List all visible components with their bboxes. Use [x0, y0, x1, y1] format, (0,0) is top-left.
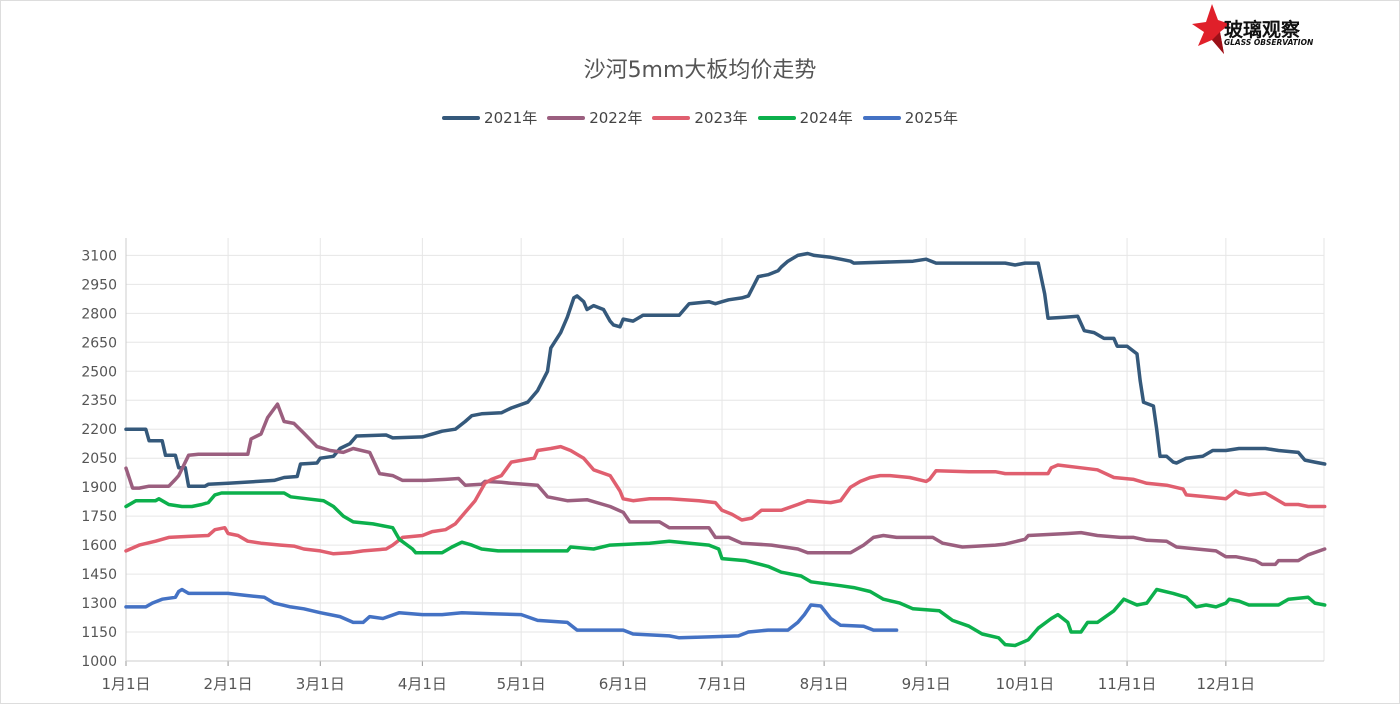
x-tick-label: 4月1日 — [398, 675, 447, 693]
y-tick-label: 2950 — [81, 277, 117, 293]
legend-swatch — [862, 115, 901, 120]
legend-swatch — [442, 115, 481, 120]
x-tick-label: 12月1日 — [1197, 675, 1256, 693]
x-tick-label: 2月1日 — [204, 675, 253, 693]
series-line-2022 — [124, 402, 1327, 567]
legend-label: 2024年 — [799, 109, 853, 127]
legend-swatch — [652, 115, 691, 120]
legend-swatch — [547, 115, 586, 120]
y-tick-label: 2650 — [81, 335, 117, 351]
legend: 2021年 2022年 2023年 2024年 2025年 — [0, 107, 1400, 128]
chart-title: 沙河5mm大板均价走势 — [583, 58, 817, 83]
y-tick-label: 1150 — [81, 625, 117, 641]
legend-item[interactable]: 2022年 — [547, 107, 642, 128]
legend-label: 2025年 — [904, 109, 958, 127]
legend-item[interactable]: 2024年 — [757, 107, 853, 128]
legend-item[interactable]: 2021年 — [442, 107, 537, 128]
legend-item[interactable]: 2023年 — [652, 107, 748, 128]
x-tick-label: 5月1日 — [497, 675, 546, 693]
x-tick-label: 10月1日 — [996, 675, 1055, 693]
x-tick-label: 1月1日 — [101, 675, 150, 693]
y-tick-label: 1450 — [81, 567, 117, 583]
y-tick-label: 1300 — [81, 596, 117, 612]
series-line-2023 — [124, 444, 1327, 556]
y-tick-label: 2050 — [81, 451, 117, 467]
x-tick-label: 8月1日 — [800, 675, 849, 693]
y-tick-label: 2500 — [81, 364, 117, 380]
y-tick-label: 3100 — [81, 248, 117, 264]
y-tick-label: 1900 — [81, 480, 117, 496]
legend-label: 2023年 — [694, 109, 748, 127]
y-tick-label: 1000 — [81, 654, 117, 670]
glass-observation-logo: 玻璃观察 GLASS OBSERVATION — [1190, 2, 1340, 58]
y-tick-label: 2800 — [81, 306, 117, 322]
legend-label: 2022年 — [589, 109, 643, 127]
series-line-2025 — [124, 587, 899, 640]
x-tick-label: 3月1日 — [296, 675, 345, 693]
svg-text:GLASS OBSERVATION: GLASS OBSERVATION — [1224, 38, 1314, 47]
x-tick-label: 11月1日 — [1098, 675, 1157, 693]
y-tick-label: 1750 — [81, 509, 117, 525]
legend-item[interactable]: 2025年 — [862, 107, 958, 128]
x-tick-label: 6月1日 — [599, 675, 648, 693]
legend-label: 2021年 — [484, 109, 538, 127]
series-line-2021 — [124, 251, 1327, 488]
legend-swatch — [757, 115, 796, 120]
y-tick-label: 2200 — [81, 422, 117, 438]
series-line-2024 — [124, 491, 1327, 648]
x-tick-label: 9月1日 — [902, 675, 951, 693]
x-tick-label: 7月1日 — [697, 675, 746, 693]
y-tick-label: 1600 — [81, 538, 117, 554]
svg-text:玻璃观察: 玻璃观察 — [1224, 18, 1301, 41]
y-tick-label: 2350 — [81, 393, 117, 409]
